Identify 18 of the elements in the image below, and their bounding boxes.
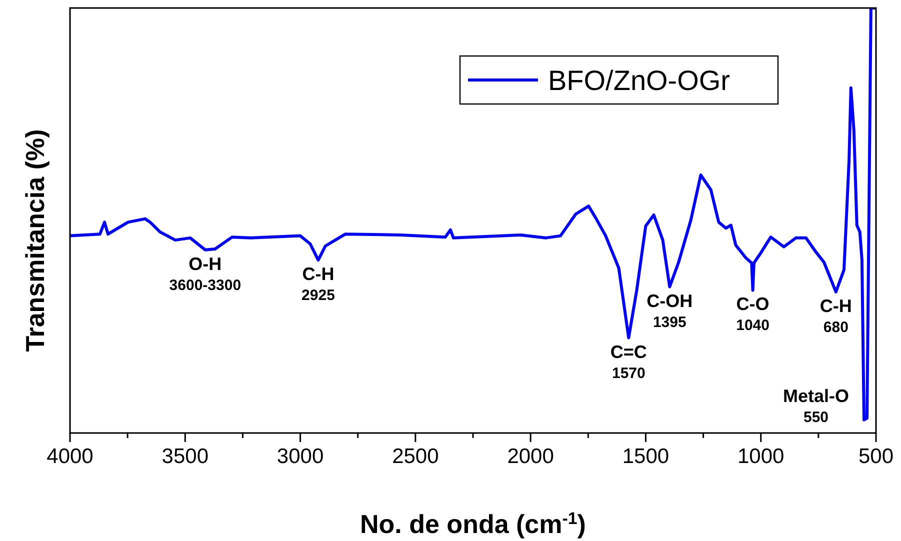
y-axis-title: Transmitancia (%) xyxy=(20,129,50,352)
annotation: Metal-O 550 xyxy=(783,386,850,426)
x-tick-label: 3000 xyxy=(276,445,324,468)
x-tick-label: 2000 xyxy=(507,445,554,468)
x-tick-label: 2500 xyxy=(392,445,439,468)
x-tick-label: 1000 xyxy=(738,445,784,468)
annotation: C=C 1570 xyxy=(610,342,647,382)
annotation: O-H 3600-3300 xyxy=(169,254,242,294)
legend-label: BFO/ZnO-OGr xyxy=(548,65,730,96)
x-tick-label: 500 xyxy=(858,445,894,468)
annotation: C-H 2925 xyxy=(302,264,335,304)
annotation: C-O 1040 xyxy=(736,294,770,334)
annotation: C-H 680 xyxy=(820,296,852,336)
x-tick-label: 3500 xyxy=(162,445,208,468)
x-tick-label: 4000 xyxy=(46,445,94,468)
x-axis-title: No. de onda (cm$^{-1}$) xyxy=(360,508,586,539)
annotation: C-OH 1395 xyxy=(646,290,693,331)
x-tick-label: 1500 xyxy=(622,445,670,468)
